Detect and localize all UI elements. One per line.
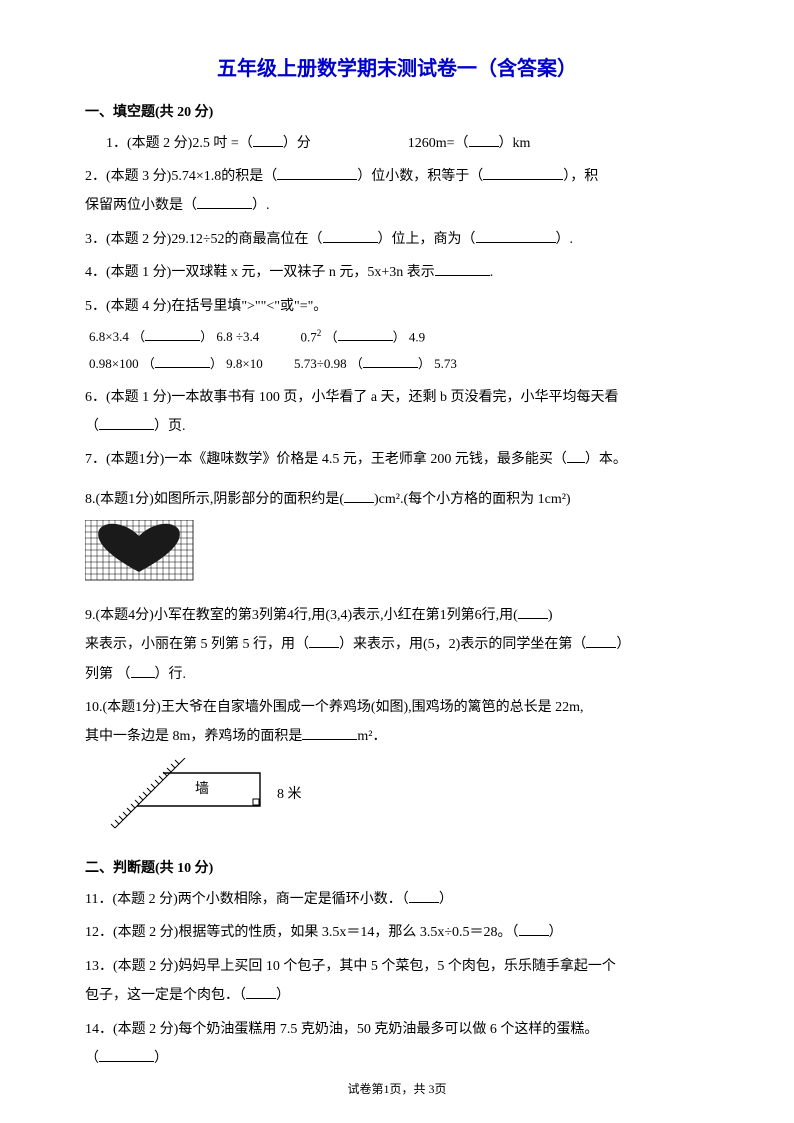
section1-header: 一、填空题(共 20 分) <box>85 100 709 127</box>
q12-a: 12．(本题 2 分)根据等式的性质，如果 3.5x＝14，那么 3.5x÷0.… <box>85 925 519 940</box>
q5-header: 5．(本题 4 分)在括号里填">""<"或"="。 <box>85 299 327 314</box>
blank <box>519 922 549 936</box>
question-4: 4．(本题 1 分)一双球鞋 x 元，一双袜子 n 元，5x+3n 表示. <box>85 258 709 287</box>
blank <box>363 355 418 368</box>
q1-text-a: 1．(本题 2 分)2.5 吋 =（ <box>106 136 253 151</box>
blank <box>309 634 339 648</box>
q3-text-c: ）. <box>556 232 574 247</box>
q8-b: )cm².(每个小方格的面积为 1cm²) <box>374 492 571 507</box>
q4-text-a: 4．(本题 1 分)一双球鞋 x 元，一双袜子 n 元，5x+3n 表示 <box>85 265 435 280</box>
question-3: 3．(本题 2 分)29.12÷52的商最高位在（ ）位上，商为（ ）. <box>85 225 709 254</box>
question-8: 8.(本题1分)如图所示,阴影部分的面积约是( )cm².(每个小方格的面积为 1… <box>85 485 709 514</box>
section2-header: 二、判断题(共 10 分) <box>85 856 709 883</box>
page-title: 五年级上册数学期末测试卷一（含答案） <box>85 50 709 88</box>
q2-text-c: ），积 <box>563 169 598 184</box>
q2-text-b: ）位小数，积等于（ <box>357 169 483 184</box>
q5-r2-e4: 5.73 <box>434 356 457 371</box>
q5-r1-e4: 4.9 <box>409 329 425 344</box>
q12-b: ） <box>549 925 563 940</box>
page-footer: 试卷第1页，共 3页 <box>0 1078 794 1101</box>
blank <box>518 605 548 619</box>
q4-text-b: . <box>490 265 494 280</box>
question-14: 14．(本题 2 分)每个奶油蛋糕用 7.5 克奶油，50 克奶油最多可以做 6… <box>85 1015 709 1074</box>
blank <box>145 328 200 341</box>
question-11: 11．(本题 2 分)两个小数相除，商一定是循环小数．（ ） <box>85 885 709 914</box>
q9-l2b: ）来表示，用(5，2)表示的同学坐在第（ <box>339 637 586 652</box>
q5-r2-e2: 9.8×10 <box>226 356 263 371</box>
blank <box>323 229 378 243</box>
fence-wall-label: 墙 <box>195 781 209 797</box>
q9-l1b: ) <box>548 608 553 623</box>
q5-row1: 6.8×3.4 （） 6.8 ÷3.4 0.72 （） 4.9 <box>89 325 709 350</box>
question-5: 5．(本题 4 分)在括号里填">""<"或"="。 <box>85 292 709 321</box>
q9-l2c: ） <box>616 637 630 652</box>
blank <box>155 355 210 368</box>
q6-l2a: （ <box>85 419 99 434</box>
q5-row2: 0.98×100 （） 9.8×10 5.73÷0.98 （） 5.73 <box>89 352 709 377</box>
q5-r2-e3: 5.73÷0.98 <box>294 356 347 371</box>
blank <box>476 229 556 243</box>
blank <box>246 985 276 999</box>
q14-l2a: （ <box>85 1051 99 1066</box>
q14-l2b: ） <box>154 1051 168 1066</box>
blank <box>277 166 357 180</box>
question-7: 7．(本题1分)一本《趣味数学》价格是 4.5 元，王老师拿 200 元钱，最多… <box>85 445 709 474</box>
fence-figure: 墙 8 米 <box>105 758 709 849</box>
q6-l1: 6．(本题 1 分)一本故事书有 100 页，小华看了 a 天，还剩 b 页没看… <box>85 390 619 405</box>
blank <box>586 634 616 648</box>
blank <box>197 195 252 209</box>
q8-a: 8.(本题1分)如图所示,阴影部分的面积约是( <box>85 492 344 507</box>
blank <box>469 133 499 147</box>
q2-text-e: ）. <box>252 198 270 213</box>
q5-r1-e2: 6.8 ÷3.4 <box>216 329 259 344</box>
q10-l2b: m²． <box>357 729 386 744</box>
question-6: 6．(本题 1 分)一本故事书有 100 页，小华看了 a 天，还剩 b 页没看… <box>85 383 709 442</box>
q13-l1: 13．(本题 2 分)妈妈早上买回 10 个包子，其中 5 个菜包，5 个肉包，… <box>85 959 616 974</box>
blank <box>483 166 563 180</box>
blank <box>99 416 154 430</box>
q7-b: ）本。 <box>585 452 627 467</box>
blank <box>409 889 439 903</box>
q1-text-d: ）km <box>499 136 531 151</box>
q11-b: ） <box>439 892 453 907</box>
q3-text-b: ）位上，商为（ <box>378 232 476 247</box>
question-12: 12．(本题 2 分)根据等式的性质，如果 3.5x＝14，那么 3.5x÷0.… <box>85 918 709 947</box>
q2-text-a: 2．(本题 3 分)5.74×1.8的积是（ <box>85 169 277 184</box>
question-9: 9.(本题4分)小军在教室的第3列第4行,用(3,4)表示,小红在第1列第6行,… <box>85 601 709 689</box>
question-10: 10.(本题1分)王大爷在自家墙外围成一个养鸡场(如图),围鸡场的篱笆的总长是 … <box>85 693 709 752</box>
blank <box>253 133 283 147</box>
blank <box>567 449 585 463</box>
q1-text-c: 1260m=（ <box>408 136 469 151</box>
q1-text-b: ）分 <box>283 136 311 151</box>
q5-r1-e1: 6.8×3.4 <box>89 329 129 344</box>
question-1: 1．(本题 2 分)2.5 吋 =（ ）分 1260m=（ ）km <box>85 129 709 158</box>
q9-l3b: ）行. <box>155 667 187 682</box>
q2-text-d: 保留两位小数是（ <box>85 198 197 213</box>
q5-r2-e1: 0.98×100 <box>89 356 139 371</box>
q3-text-a: 3．(本题 2 分)29.12÷52的商最高位在（ <box>85 232 323 247</box>
q10-l2a: 其中一条边是 8m，养鸡场的面积是 <box>85 729 302 744</box>
question-13: 13．(本题 2 分)妈妈早上买回 10 个包子，其中 5 个菜包，5 个肉包，… <box>85 952 709 1011</box>
blank <box>131 664 155 678</box>
q13-l2a: 包子，这一定是个肉包．（ <box>85 988 246 1003</box>
question-2: 2．(本题 3 分)5.74×1.8的积是（ ）位小数，积等于（ ），积 保留两位小… <box>85 162 709 221</box>
q10-l1: 10.(本题1分)王大爷在自家墙外围成一个养鸡场(如图),围鸡场的篱笆的总长是 … <box>85 700 584 715</box>
q9-l3a: 列第 （ <box>85 667 131 682</box>
blank <box>302 726 357 740</box>
blank <box>435 262 490 276</box>
q7-a: 7．(本题1分)一本《趣味数学》价格是 4.5 元，王老师拿 200 元钱，最多… <box>85 452 567 467</box>
heart-grid-figure <box>85 520 709 595</box>
q9-l1a: 9.(本题4分)小军在教室的第3列第4行,用(3,4)表示,小红在第1列第6行,… <box>85 608 518 623</box>
blank <box>99 1048 154 1062</box>
q13-l2b: ） <box>276 988 290 1003</box>
q14-l1: 14．(本题 2 分)每个奶油蛋糕用 7.5 克奶油，50 克奶油最多可以做 6… <box>85 1022 598 1037</box>
q6-l2b: ）页. <box>154 419 186 434</box>
fence-8m-label: 8 米 <box>277 786 302 802</box>
q11-a: 11．(本题 2 分)两个小数相除，商一定是循环小数．（ <box>85 892 409 907</box>
blank <box>344 489 374 503</box>
q9-l2a: 来表示，小丽在第 5 列第 5 行，用（ <box>85 637 309 652</box>
blank <box>338 328 393 341</box>
